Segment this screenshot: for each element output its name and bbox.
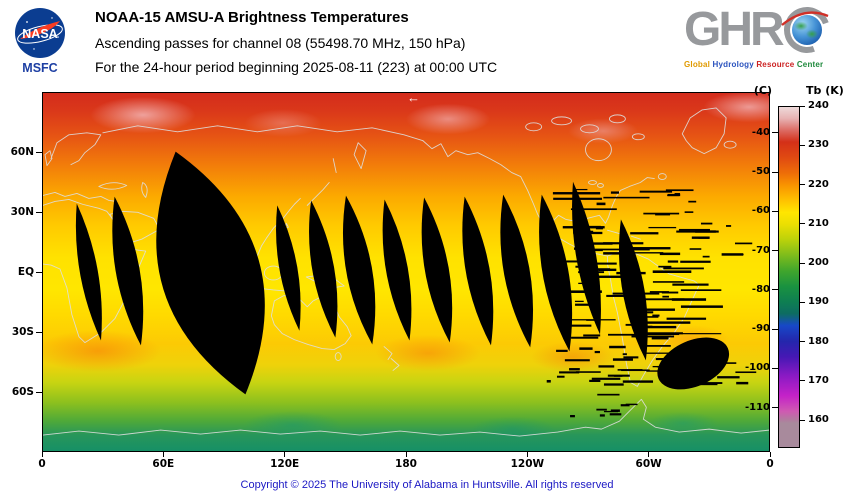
- colorbar-c-label: -40: [751, 126, 770, 138]
- ghrc-tagline-word: Hydrology: [712, 60, 754, 69]
- x-axis-label: 120E: [270, 458, 300, 470]
- colorbar-c-tick: [772, 171, 778, 173]
- map-overlay: [43, 107, 769, 437]
- x-axis-label: 120W: [510, 458, 545, 470]
- x-axis-label: 60W: [635, 458, 662, 470]
- y-axis-tick: [36, 271, 42, 273]
- colorbar-c-label: -100: [744, 362, 770, 374]
- x-axis-tick: [162, 452, 164, 457]
- colorbar-k-label: 200: [808, 257, 829, 268]
- colorbar-k-tick: [800, 262, 805, 264]
- y-axis-tick: [36, 151, 42, 153]
- colorbar-c-tick: [772, 367, 778, 369]
- x-axis-tick: [526, 452, 528, 457]
- colorbar-k-tick: [800, 223, 805, 225]
- colorbar-c-tick: [772, 132, 778, 134]
- y-axis-tick: [36, 391, 42, 393]
- x-axis-label: 180: [395, 458, 417, 470]
- nasa-meatball-icon: NASA: [15, 8, 65, 58]
- subtitle-period: For the 24-hour period beginning 2025-08…: [95, 59, 498, 75]
- colorbar-k-label: 220: [808, 178, 829, 190]
- colorbar-k-label: 230: [808, 139, 829, 151]
- swath-gaps-layer: [75, 151, 757, 418]
- colorbar-k-tick: [800, 419, 805, 421]
- page-title: NOAA-15 AMSU-A Brightness Temperatures: [95, 9, 409, 26]
- colorbar-c-label: -60: [751, 205, 770, 217]
- x-axis-label: 60E: [152, 458, 175, 470]
- colorbar-c-tick: [772, 250, 778, 252]
- map-plot: ←: [42, 92, 770, 452]
- colorbar-unit-kelvin: Tb (K): [806, 84, 844, 97]
- y-axis-tick: [36, 331, 42, 333]
- colorbar-k-tick: [800, 380, 805, 382]
- colorbar-k-label: 180: [808, 335, 829, 347]
- y-axis-label: 30N: [10, 206, 34, 218]
- ghrc-acronym-row: GHR: [684, 0, 852, 61]
- y-axis-label: 60N: [10, 146, 34, 158]
- colorbar-k-label: 160: [808, 414, 829, 425]
- colorbar-c-label: -80: [751, 283, 770, 295]
- colorbar-c-label: -90: [751, 323, 770, 335]
- ghrc-swoosh-icon: [780, 11, 829, 26]
- x-axis-tick: [41, 452, 43, 457]
- x-axis-tick: [769, 452, 771, 457]
- ghrc-globe-c: [776, 0, 838, 61]
- msfc-label: MSFC: [22, 61, 58, 75]
- colorbar-k-tick: [800, 144, 805, 146]
- colorbar-k-label: 190: [808, 296, 829, 308]
- colorbar-k-label: 210: [808, 217, 829, 229]
- x-axis-tick: [405, 452, 407, 457]
- colorbar-c-tick: [772, 407, 778, 409]
- x-axis-label: 0: [38, 458, 46, 470]
- ghrc-acronym: GHR: [684, 3, 785, 56]
- x-axis-label: 0: [766, 458, 774, 470]
- globe-icon: [791, 15, 822, 45]
- y-axis-tick: [36, 211, 42, 213]
- colorbar-c-label: -50: [751, 166, 770, 178]
- nasa-logo-text: NASA: [22, 27, 57, 41]
- ghrc-tagline-word: Resource: [756, 60, 795, 69]
- colorbar-unit-celsius: (C): [753, 84, 772, 97]
- colorbar: [778, 106, 800, 448]
- colorbar-k-tick: [800, 105, 805, 107]
- x-axis-tick: [648, 452, 650, 457]
- colorbar-k-tick: [800, 341, 805, 342]
- ghrc-tagline: Global Hydrology Resource Center: [684, 60, 852, 69]
- colorbar-k-label: 240: [808, 100, 829, 111]
- ghrc-tagline-word: Global: [684, 60, 711, 69]
- colorbar-c-label: -110: [744, 401, 770, 413]
- subtitle-channel: Ascending passes for channel 08 (55498.7…: [95, 35, 466, 51]
- title-block: NOAA-15 AMSU-A Brightness Temperatures A…: [95, 9, 497, 75]
- x-axis-tick: [284, 452, 286, 457]
- colorbar-c-tick: [772, 210, 778, 212]
- colorbar-k-tick: [800, 301, 805, 303]
- ghrc-tagline-word: Center: [796, 60, 824, 69]
- copyright-text: Copyright © 2025 The University of Alaba…: [240, 479, 614, 491]
- y-axis-label: 60S: [11, 386, 34, 398]
- colorbar-k-tick: [800, 184, 805, 185]
- colorbar-c-tick: [772, 328, 778, 330]
- y-axis-label: EQ: [17, 266, 34, 278]
- ghrc-logo: GHR Global Hydrology Resource Center: [684, 0, 852, 69]
- arrow-icon: ←: [407, 92, 420, 105]
- colorbar-c-label: -70: [751, 244, 770, 256]
- y-axis-label: 30S: [11, 326, 34, 338]
- colorbar-c-tick: [772, 289, 778, 291]
- colorbar-gradient: [779, 107, 799, 447]
- colorbar-k-label: 170: [808, 374, 829, 386]
- nasa-logo: NASA: [14, 7, 66, 59]
